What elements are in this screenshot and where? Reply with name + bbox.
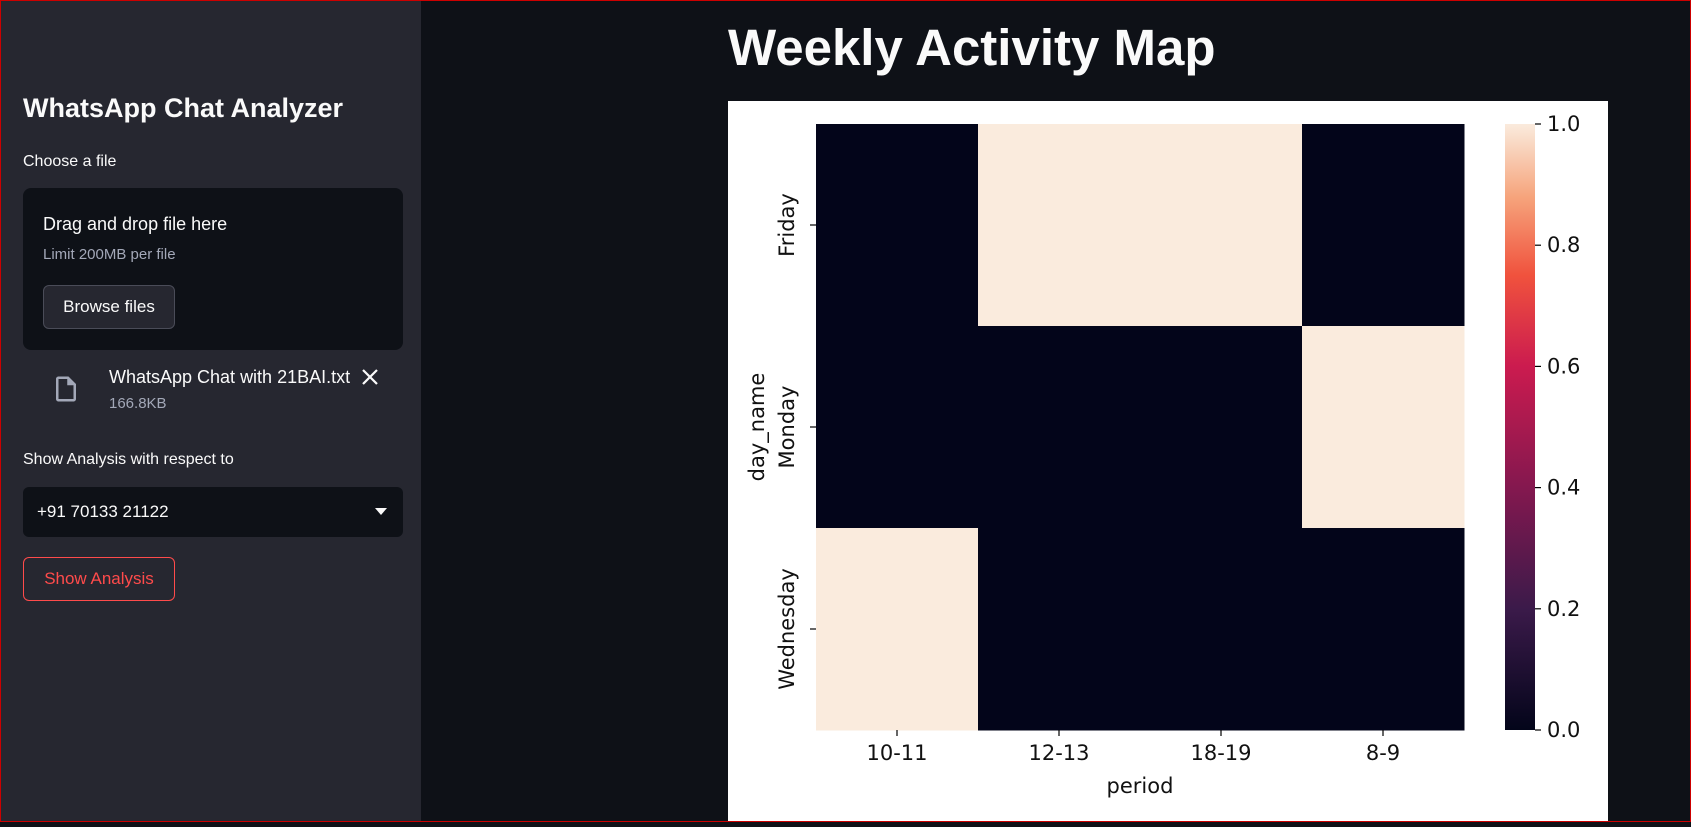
user-select-value: +91 70133 21122 xyxy=(37,502,169,521)
x-tick-label: 8-9 xyxy=(1366,741,1400,765)
app-title: WhatsApp Chat Analyzer xyxy=(23,93,344,123)
heatmap-cell xyxy=(1302,124,1465,327)
x-axis-label: period xyxy=(1107,774,1174,798)
chevron-down-icon xyxy=(375,508,387,515)
uploaded-file-name: WhatsApp Chat with 21BAI.txt xyxy=(109,367,351,387)
uploaded-file-item: WhatsApp Chat with 21BAI.txt 166.8KB xyxy=(23,363,403,419)
heatmap-cell xyxy=(978,124,1141,327)
y-axis-label: day_name xyxy=(745,373,770,482)
colorbar-tick-label: 0.8 xyxy=(1547,233,1580,257)
x-tick-label: 18-19 xyxy=(1190,741,1251,765)
file-size-limit: Limit 200MB per file xyxy=(43,246,176,263)
file-dropzone[interactable]: Drag and drop file here Limit 200MB per … xyxy=(23,188,403,350)
heatmap-cell xyxy=(1140,326,1303,529)
heatmap-cell xyxy=(1140,528,1303,731)
file-icon xyxy=(56,376,76,402)
dropzone-instructions: Drag and drop file here xyxy=(43,214,228,234)
heatmap-cell xyxy=(978,326,1141,529)
heatmap-cell xyxy=(816,326,979,529)
colorbar xyxy=(1505,124,1535,730)
colorbar-tick-label: 0.4 xyxy=(1547,476,1580,500)
colorbar-tick-label: 1.0 xyxy=(1547,112,1580,136)
x-tick-label: 10-11 xyxy=(866,741,927,765)
page-title: Weekly Activity Map xyxy=(728,19,1216,76)
heatmap-cell xyxy=(978,528,1141,731)
colorbar-tick-label: 0.6 xyxy=(1547,354,1580,378)
uploaded-file-size: 166.8KB xyxy=(109,395,167,412)
user-select[interactable]: +91 70133 21122 xyxy=(23,487,403,537)
analysis-select-label: Show Analysis with respect to xyxy=(23,451,234,468)
y-tick-label: Friday xyxy=(775,193,799,257)
colorbar-tick-label: 0.2 xyxy=(1547,597,1580,621)
colorbar-tick-label: 0.0 xyxy=(1547,718,1580,742)
heatmap-cell xyxy=(816,124,979,327)
heatmap-panel: 10-11 12-13 18-19 8-9 period Friday Monday Wedn… xyxy=(728,101,1608,822)
x-tick-label: 12-13 xyxy=(1028,741,1089,765)
show-analysis-button[interactable]: Show Analysis xyxy=(23,557,175,601)
heatmap-cell xyxy=(816,528,979,731)
remove-file-icon[interactable] xyxy=(358,365,382,389)
heatmap-cell xyxy=(1302,528,1465,731)
y-tick-label: Monday xyxy=(775,386,799,469)
browse-files-button[interactable]: Browse files xyxy=(43,285,175,329)
file-upload-label: Choose a file xyxy=(23,153,117,170)
heatmap-cell xyxy=(1302,326,1465,529)
heatmap-cell xyxy=(1140,124,1303,327)
sidebar: WhatsApp Chat Analyzer Choose a file Dra… xyxy=(1,1,421,821)
y-tick-label: Wednesday xyxy=(775,568,799,690)
heatmap-chart: 10-11 12-13 18-19 8-9 period Friday Monday Wedn… xyxy=(745,112,1580,798)
